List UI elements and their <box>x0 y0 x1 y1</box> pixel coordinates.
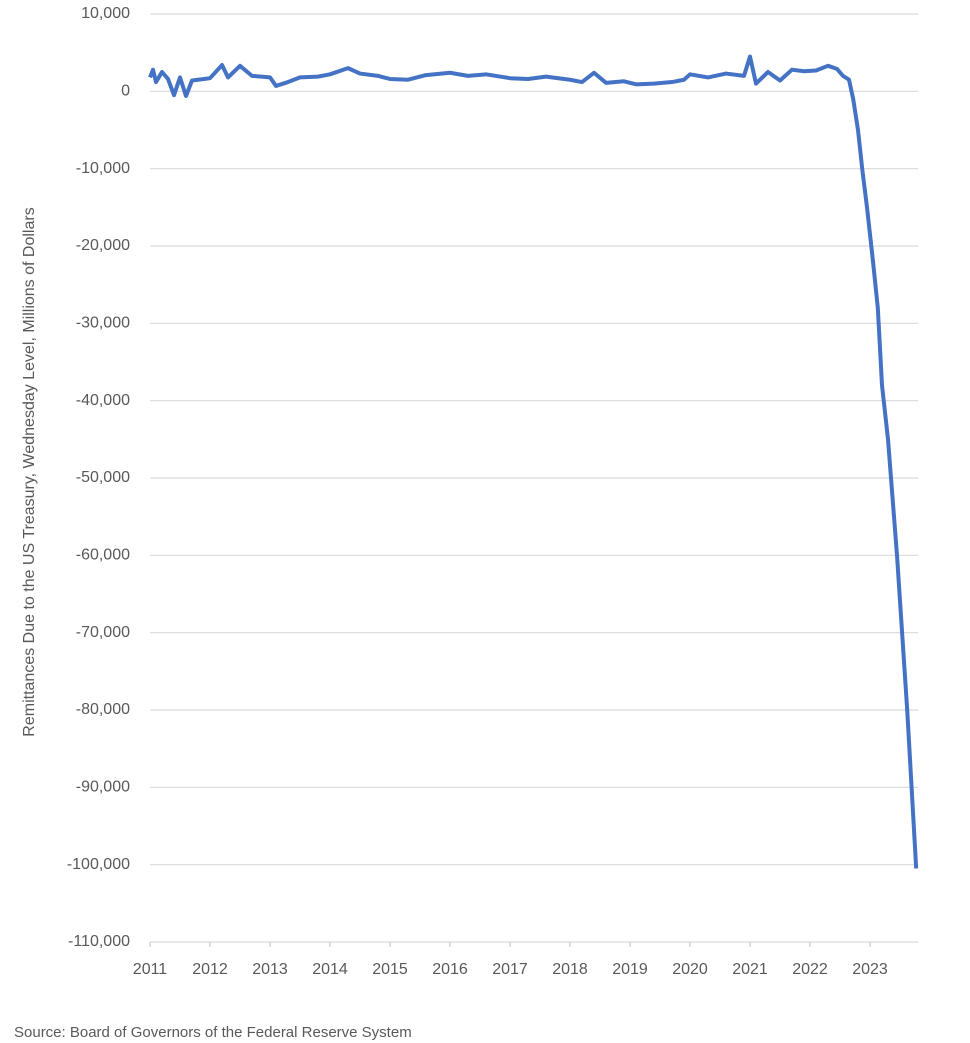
y-tick-label: -40,000 <box>76 392 130 409</box>
x-tick-label: 2017 <box>492 961 528 978</box>
data-line <box>148 54 919 869</box>
y-tick-label: -70,000 <box>76 624 130 641</box>
y-tick-label: -10,000 <box>76 160 130 177</box>
x-tick-label: 2021 <box>732 961 768 978</box>
x-tick-label: 2022 <box>792 961 828 978</box>
y-tick-label: -60,000 <box>76 547 130 564</box>
x-tick-label: 2020 <box>672 961 708 978</box>
y-tick-label: -80,000 <box>76 701 130 718</box>
x-tick-label: 2015 <box>372 961 408 978</box>
y-tick-label: -30,000 <box>76 315 130 332</box>
x-tick-label: 2014 <box>312 961 348 978</box>
source-note: Source: Board of Governors of the Federa… <box>14 1024 412 1041</box>
x-tick-label: 2012 <box>192 961 228 978</box>
y-tick-label: 10,000 <box>81 5 130 22</box>
x-tick-label: 2019 <box>612 961 648 978</box>
y-tick-label: -50,000 <box>76 469 130 486</box>
x-tick-label: 2011 <box>133 961 168 978</box>
x-tick-label: 2013 <box>252 961 288 978</box>
y-axis-label: Remittances Due to the US Treasury, Wedn… <box>21 207 38 736</box>
y-tick-label: -90,000 <box>76 779 130 796</box>
y-tick-label: -100,000 <box>67 856 130 873</box>
y-tick-label: -20,000 <box>76 237 130 254</box>
y-tick-label: 0 <box>121 83 130 100</box>
x-tick-label: 2018 <box>552 961 588 978</box>
x-tick-label: 2016 <box>432 961 468 978</box>
x-tick-label: 2023 <box>852 961 888 978</box>
y-tick-label: -110,000 <box>68 933 130 950</box>
